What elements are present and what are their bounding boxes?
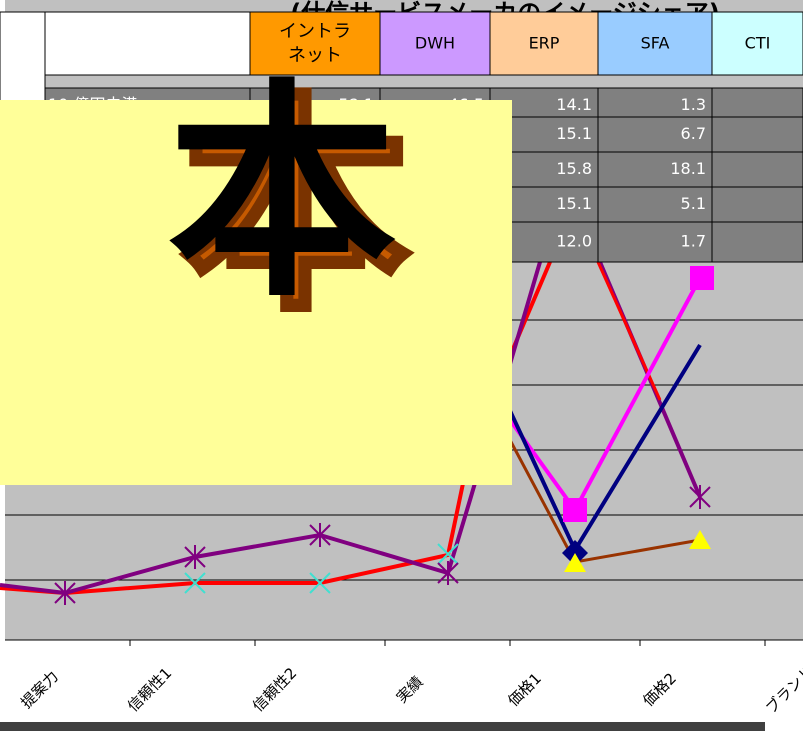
marker [309, 572, 331, 594]
status-bar [0, 722, 765, 731]
marker [563, 498, 587, 522]
cell-value: 1.3 [681, 95, 706, 114]
header-cell [249, 11, 381, 76]
line [596, 261, 662, 401]
cell-value: 12.0 [556, 232, 592, 251]
marker [437, 543, 459, 565]
header-label: SFA [641, 34, 670, 53]
header-cell [597, 11, 713, 76]
header-label: CTI [745, 34, 771, 53]
header-cell [379, 11, 491, 76]
overlay-shadow: 本 [181, 75, 411, 342]
cell-value: 18.1 [670, 159, 706, 178]
marker [564, 553, 586, 572]
cell-value: 5.1 [681, 194, 706, 213]
marker [54, 581, 76, 605]
header-label: イントラネット [279, 21, 351, 66]
header-cell [711, 11, 803, 76]
header-cell [44, 11, 251, 76]
cell-value: 14.1 [556, 95, 592, 114]
cell-value: 15.8 [556, 159, 592, 178]
header-label: ERP [529, 34, 560, 53]
markers [54, 266, 714, 605]
cell-value: 15.1 [556, 124, 592, 143]
marker [437, 561, 459, 585]
marker [309, 523, 331, 547]
note-box [0, 100, 512, 485]
cell-value: 15.1 [556, 194, 592, 213]
header-label: DWH [415, 34, 455, 53]
marker [184, 545, 206, 569]
marker [184, 572, 206, 594]
marker [689, 530, 711, 549]
ticks [129, 640, 766, 646]
marker [689, 485, 711, 509]
cell-value: 1.7 [681, 232, 706, 251]
marker [690, 266, 714, 290]
cell-value: 6.7 [681, 124, 706, 143]
overlay-text: 本 [167, 61, 397, 328]
